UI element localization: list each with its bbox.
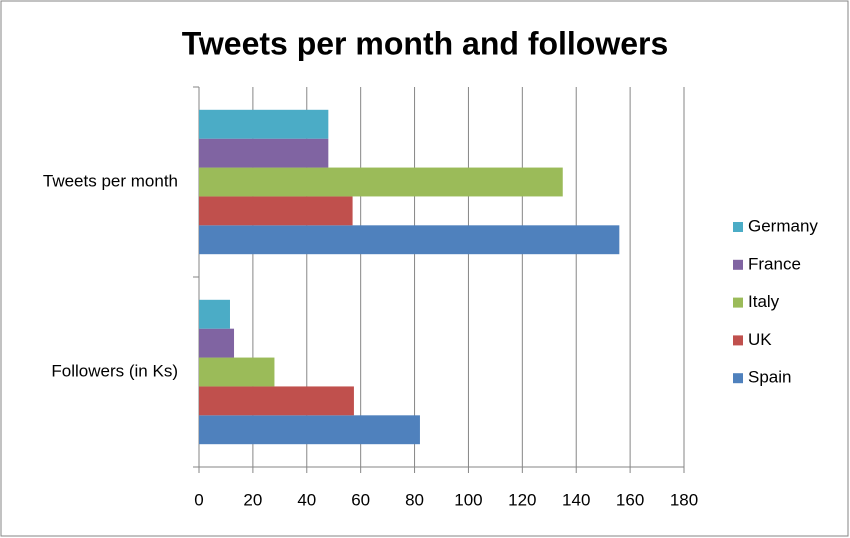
x-tick-label: 160 [616,490,644,509]
legend-label: Germany [748,216,818,235]
bar [199,225,620,255]
y-tick-label: Followers (in Ks) [51,361,178,380]
bar [199,138,329,168]
bar [199,299,230,329]
bar [199,357,275,387]
x-tick-label: 40 [297,490,316,509]
x-tick-label: 20 [243,490,262,509]
x-tick-label: 60 [351,490,370,509]
legend-swatch [733,259,743,270]
x-tick-label: 140 [562,490,590,509]
legend-swatch [733,335,743,346]
bar [199,196,353,226]
legend-label: France [748,254,801,273]
bar [199,386,354,416]
bar [199,167,563,197]
legend-label: UK [748,330,772,349]
legend-swatch [733,373,743,384]
x-tick-label: 0 [194,490,203,509]
legend-swatch [733,222,743,232]
legend-label: Italy [748,292,780,311]
bar [199,109,329,139]
legend-label: Spain [748,368,791,387]
x-tick-label: 180 [670,490,698,509]
x-tick-label: 80 [405,490,424,509]
legend-swatch [733,297,743,308]
bar [199,328,235,358]
y-tick-label: Tweets per month [43,171,178,190]
x-tick-label: 100 [454,490,482,509]
x-tick-label: 120 [508,490,536,509]
chart-title: Tweets per month and followers [182,25,669,61]
bar [199,415,420,445]
